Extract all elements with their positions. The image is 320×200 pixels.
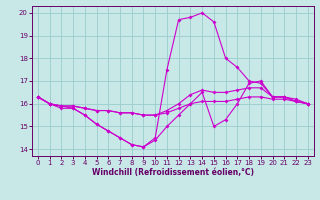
X-axis label: Windchill (Refroidissement éolien,°C): Windchill (Refroidissement éolien,°C) [92, 168, 254, 177]
